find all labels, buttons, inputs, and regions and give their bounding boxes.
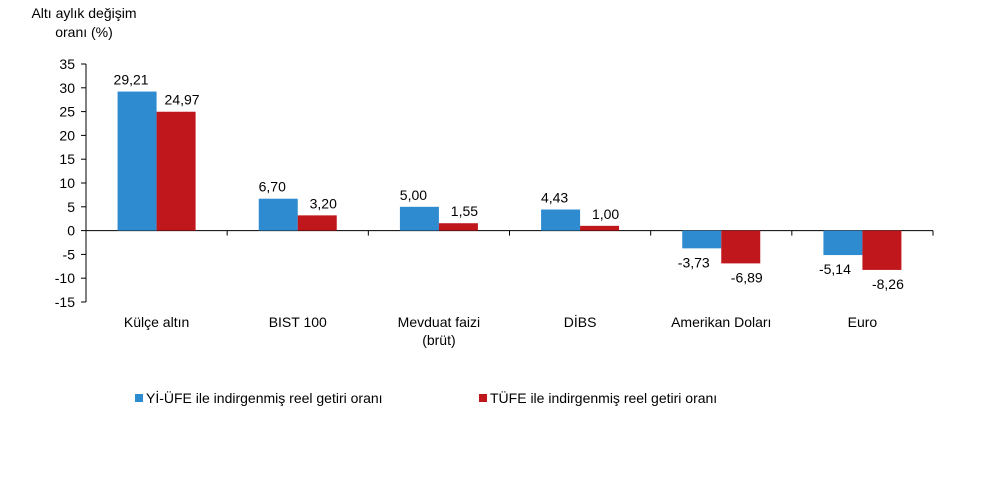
data-labels: 29,21 24,97 6,70 3,20 5,00 1,55 4,43 1,00 -3,73 -… (114, 72, 905, 292)
data-label: 4,43 (541, 190, 568, 206)
category-labels: Külçe altın BIST 100 Mevduat faizi (brüt) Dİ… (124, 313, 878, 348)
data-label: 3,20 (310, 195, 337, 211)
bar-tufe (862, 230, 902, 270)
category-label: Euro (848, 314, 878, 330)
category-label: BIST 100 (269, 314, 327, 330)
legend: Yİ-ÜFE ile indirgenmiş reel getiri oranı… (135, 389, 717, 406)
y-axis-title-line-1: Altı aylık değişim (31, 5, 136, 21)
y-axis-title: Altı aylık değişim oranı (%) (31, 5, 136, 40)
bar-yiufe (541, 209, 581, 231)
bars (117, 91, 902, 270)
data-label: -6,89 (731, 269, 763, 285)
data-label: -5,14 (819, 261, 851, 277)
y-tick-label: 20 (59, 127, 75, 143)
y-tick-label: -15 (55, 294, 75, 310)
bar-tufe (438, 223, 478, 231)
legend-swatch (135, 394, 143, 402)
data-label: 6,70 (259, 179, 286, 195)
data-label: -8,26 (872, 276, 904, 292)
legend-label: TÜFE ile indirgenmiş reel getiri oranı (490, 389, 717, 406)
y-tick-label: 10 (59, 175, 75, 191)
category-label: (brüt) (422, 332, 455, 348)
bar-yiufe (823, 230, 863, 256)
data-label: 29,21 (114, 72, 149, 88)
data-label: 1,55 (451, 203, 478, 219)
bar-tufe (297, 215, 337, 231)
y-axis-title-line-2: oranı (%) (55, 24, 113, 40)
y-tick-label: 35 (59, 56, 75, 72)
bar-tufe (580, 225, 620, 231)
data-label: -3,73 (678, 254, 710, 270)
y-tick-label: 15 (59, 151, 75, 167)
y-tick-label: -10 (55, 270, 75, 286)
legend-swatch (479, 394, 487, 402)
bar-tufe (721, 230, 761, 264)
bar-yiufe (399, 206, 439, 231)
category-label: DİBS (564, 313, 597, 330)
y-tick-label: 30 (59, 80, 75, 96)
bar-tufe (156, 111, 196, 231)
bar-yiufe (258, 198, 298, 231)
data-label: 5,00 (400, 187, 427, 203)
y-tick-label: 0 (67, 223, 75, 239)
y-tick-label: 5 (67, 199, 75, 215)
data-label: 24,97 (165, 92, 200, 108)
bar-yiufe (117, 91, 157, 231)
category-label: Külçe altın (124, 314, 189, 330)
zero-line (85, 230, 934, 236)
bar-yiufe (682, 230, 722, 249)
data-label: 1,00 (592, 206, 619, 222)
y-axis: 35 30 25 20 15 10 5 0 -5 -10 -15 (55, 56, 87, 310)
y-tick-label: -5 (63, 246, 76, 262)
category-label: Mevduat faizi (398, 314, 480, 330)
y-tick-label: 25 (59, 104, 75, 120)
category-label: Amerikan Doları (671, 314, 771, 330)
legend-label: Yİ-ÜFE ile indirgenmiş reel getiri oranı (146, 389, 383, 406)
